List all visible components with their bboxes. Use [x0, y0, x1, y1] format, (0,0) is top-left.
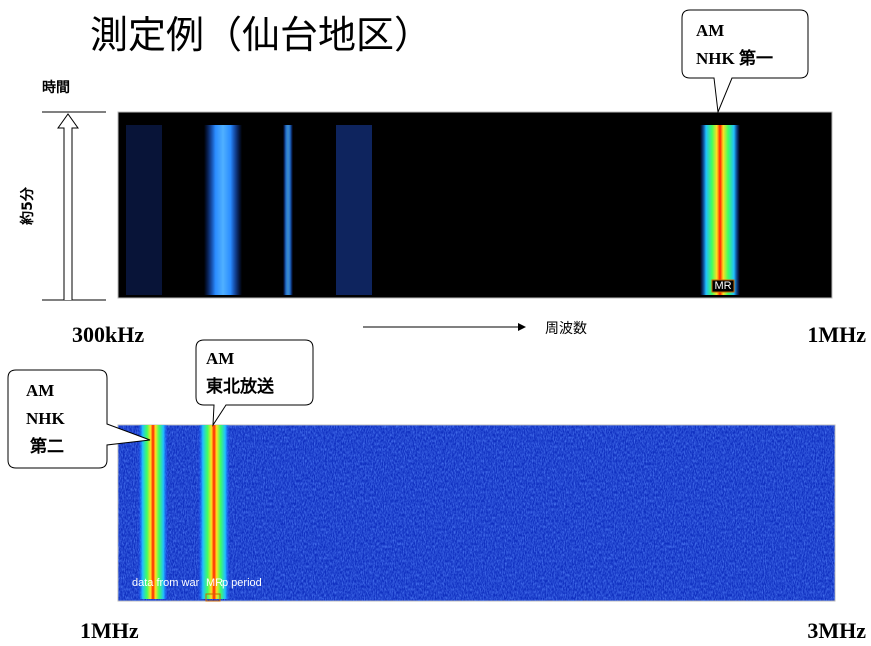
- band: [283, 125, 293, 295]
- band: [138, 425, 168, 599]
- callout-line: AM: [696, 21, 724, 40]
- overlay-text: p period: [222, 577, 262, 589]
- slide-title: 測定例（仙台地区）: [90, 13, 432, 57]
- overlay-text: data from war: [132, 577, 200, 589]
- callout-line: AM: [26, 381, 54, 400]
- marker: MR: [714, 280, 731, 292]
- freq-end: 3MHz: [807, 618, 866, 643]
- freq-start: 300kHz: [72, 322, 144, 347]
- band: [204, 125, 242, 295]
- freq-end: 1MHz: [807, 322, 866, 347]
- callout-line: NHK 第一: [696, 48, 773, 68]
- callout-line: NHK: [26, 409, 66, 428]
- spectrogram-bottom: data from war MR p period: [118, 425, 835, 601]
- freq-start: 1MHz: [80, 618, 139, 643]
- band: [198, 425, 230, 599]
- callout-line: 東北放送: [206, 376, 274, 396]
- callout-line: 第二: [29, 436, 64, 456]
- page: {"title": "測定例（仙台地区）", "time_label": "時間…: [0, 0, 871, 646]
- band: [700, 125, 740, 295]
- time-label: 時間: [42, 79, 70, 96]
- band: [336, 125, 372, 295]
- spectrogram-top: MR: [118, 112, 832, 298]
- time-arrow: [58, 114, 78, 300]
- duration-label: 約5分: [19, 186, 36, 226]
- marker: MR: [206, 577, 223, 589]
- slide: 測定例（仙台地区） 時間 約5分 MR AM NHK 第一 300kHz 周波数…: [0, 0, 871, 646]
- freq-arrow-head: [518, 323, 526, 331]
- axis-label: 周波数: [545, 321, 587, 337]
- band: [126, 125, 162, 295]
- callout-line: AM: [206, 349, 234, 368]
